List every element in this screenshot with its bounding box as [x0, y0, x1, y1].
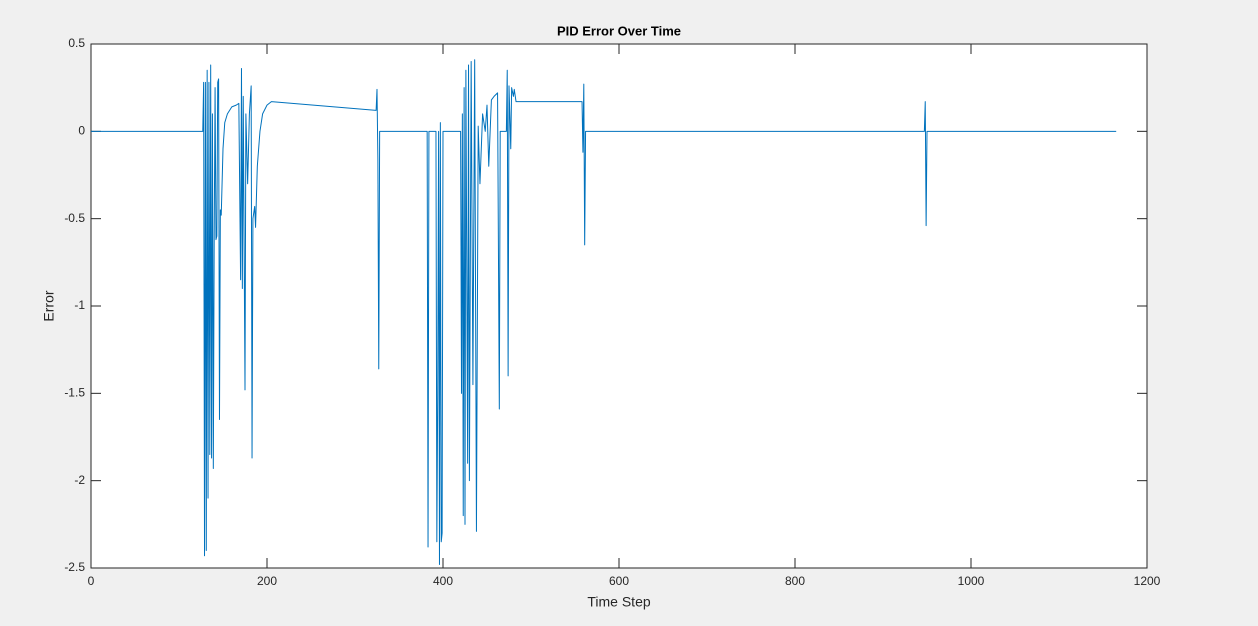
- y-tick-label: -1.5: [64, 386, 85, 400]
- axes-box: [90, 43, 1148, 569]
- x-tick-label: 800: [785, 574, 805, 588]
- y-tick-label: 0: [78, 124, 85, 138]
- x-axis-label: Time Step: [587, 594, 650, 610]
- y-tick-label: -2: [74, 473, 85, 487]
- data-line: [91, 59, 1117, 566]
- y-tick-label: -0.5: [64, 211, 85, 225]
- x-tick-label: 1000: [958, 574, 985, 588]
- x-tick-label: 0: [88, 574, 95, 588]
- x-tick-label: 400: [433, 574, 453, 588]
- x-tick-label: 200: [257, 574, 277, 588]
- y-tick-label: 0.5: [68, 36, 85, 50]
- chart-title: PID Error Over Time: [557, 23, 681, 38]
- x-tick-label: 600: [609, 574, 629, 588]
- y-axis-label: Error: [41, 290, 57, 321]
- x-tick-label: 1200: [1134, 574, 1161, 588]
- y-tick-label: -1: [74, 298, 85, 312]
- y-tick-label: -2.5: [64, 560, 85, 574]
